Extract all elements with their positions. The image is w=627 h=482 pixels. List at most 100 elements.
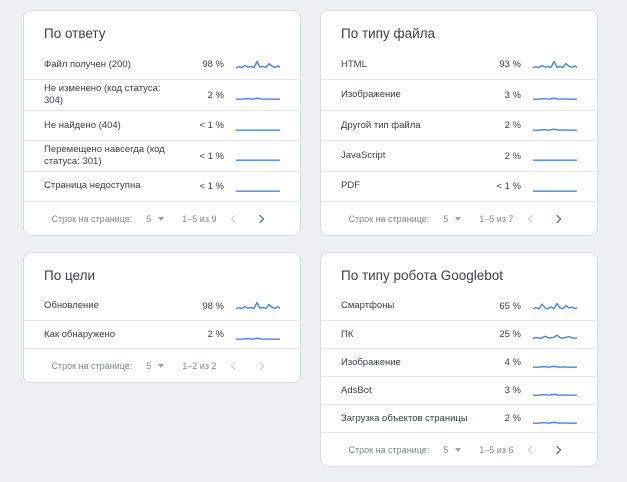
prev-page-button (222, 355, 244, 377)
row-label: Перемещено навсегда (код статуса: 301) (44, 143, 165, 168)
row-value: < 1 % (199, 120, 224, 132)
row-label: Обновление (44, 300, 99, 312)
pagination: Строк на странице: 5 1–2 из 2 (24, 348, 300, 382)
row-value: < 1 % (199, 181, 224, 193)
next-page-button (250, 355, 272, 377)
rows-per-page-label: Строк на странице: (348, 444, 430, 455)
rows-per-page-select[interactable]: 5 (146, 213, 165, 224)
sparkline (236, 88, 280, 102)
table-row[interactable]: Файл получен (200) 98 % (24, 50, 300, 79)
row-label: Файл получен (200) (44, 58, 131, 70)
row-label: Как обнаружено (44, 328, 116, 340)
table-row[interactable]: Изображение 3 % (321, 79, 597, 109)
pagination-range: 1–2 из 2 (182, 360, 217, 371)
row-value: 2 % (207, 329, 224, 341)
row-value: 2 % (504, 120, 521, 132)
table-row[interactable]: Обновление 98 % (24, 292, 300, 320)
row-label: ПК (341, 328, 354, 340)
chevron-right-icon (552, 214, 562, 224)
table-row[interactable]: JavaScript 2 % (321, 140, 597, 170)
rows: Обновление 98 % Как обнаружено 2 % (24, 292, 300, 348)
chevron-right-icon (255, 361, 265, 371)
table-row[interactable]: Другой тип файла 2 % (321, 109, 597, 140)
table-row[interactable]: Перемещено навсегда (код статуса: 301) <… (24, 140, 300, 170)
card-title: По ответу (44, 26, 106, 41)
chevron-left-icon (230, 361, 240, 371)
table-row[interactable]: Изображение 4 % (321, 348, 597, 376)
next-page-button[interactable] (250, 208, 272, 230)
chevron-left-icon (527, 214, 537, 224)
dropdown-caret-icon (455, 447, 462, 452)
row-label: Не найдено (404) (44, 119, 121, 131)
sparkline (236, 119, 280, 133)
row-value: 25 % (499, 329, 521, 341)
cards-grid: По ответу Файл получен (200) 98 % Не изм… (23, 10, 598, 468)
row-value: 65 % (499, 300, 521, 312)
dropdown-caret-icon (158, 363, 165, 368)
card-by-purpose: По цели Обновление 98 % Как обнаружено 2… (23, 252, 301, 384)
table-row[interactable]: PDF < 1 % (321, 170, 597, 201)
card-title: По типу файла (341, 26, 436, 41)
table-row[interactable]: HTML 93 % (321, 50, 597, 79)
next-page-button[interactable] (547, 208, 569, 230)
row-label: Страница недоступна (44, 180, 141, 192)
row-value: 93 % (499, 59, 521, 71)
dropdown-caret-icon (455, 216, 462, 221)
table-row[interactable]: ПК 25 % (321, 320, 597, 348)
rows-per-page-label: Строк на странице: (51, 213, 133, 224)
row-label: Другой тип файла (341, 119, 421, 131)
sparkline (236, 58, 280, 72)
rows-per-page-value: 5 (443, 213, 449, 224)
prev-page-button (222, 208, 244, 230)
pagination: Строк на странице: 5 1–5 из 6 (321, 432, 597, 466)
chevron-left-icon (527, 445, 537, 455)
sparkline (236, 299, 280, 313)
sparkline (236, 180, 280, 194)
row-value: 98 % (202, 300, 224, 312)
row-label: AdsBot (341, 384, 372, 396)
rows-per-page-select[interactable]: 5 (146, 361, 165, 371)
row-label: Изображение (341, 356, 401, 368)
pagination-range: 1–5 из 7 (479, 213, 514, 224)
rows-per-page-value: 5 (146, 213, 152, 224)
table-row[interactable]: Не изменено (код статуса: 304) 2 % (24, 79, 300, 109)
prev-page-button (519, 208, 541, 230)
row-label: Загрузка объектов страницы (341, 412, 468, 424)
row-value: 2 % (504, 413, 521, 425)
card-by-googlebot-type: По типу робота Googlebot Смартфоны 65 % … (320, 252, 598, 468)
prev-page-button (519, 439, 541, 461)
pagination-range: 1–5 из 9 (182, 213, 217, 224)
rows-per-page-select[interactable]: 5 (443, 445, 462, 455)
row-value: 3 % (504, 89, 521, 101)
row-label: Не изменено (код статуса: 304) (44, 82, 161, 107)
row-value: < 1 % (199, 150, 224, 162)
row-value: 2 % (207, 89, 224, 101)
sparkline (533, 149, 577, 163)
sparkline (533, 328, 577, 342)
sparkline (533, 356, 577, 370)
row-label: JavaScript (341, 149, 386, 161)
table-row[interactable]: Загрузка объектов страницы 2 % (321, 404, 597, 432)
sparkline (533, 299, 577, 313)
row-label: HTML (341, 58, 367, 70)
table-row[interactable]: Смартфоны 65 % (321, 292, 597, 320)
next-page-button[interactable] (547, 439, 569, 461)
card-title: По цели (44, 268, 96, 284)
sparkline (533, 88, 577, 102)
table-row[interactable]: AdsBot 3 % (321, 376, 597, 404)
sparkline (533, 180, 577, 194)
card-title: По типу робота Googlebot (341, 268, 504, 284)
rows-per-page-label: Строк на странице: (348, 213, 430, 224)
row-value: 3 % (504, 385, 521, 397)
sparkline (533, 119, 577, 133)
rows-per-page-select[interactable]: 5 (443, 213, 462, 224)
table-row[interactable]: Страница недоступна < 1 % (24, 170, 300, 201)
row-label: Изображение (341, 89, 401, 101)
table-row[interactable]: Не найдено (404) < 1 % (24, 109, 300, 140)
rows: Файл получен (200) 98 % Не изменено (код… (24, 50, 300, 201)
sparkline (533, 412, 577, 426)
row-value: 2 % (504, 150, 521, 162)
table-row[interactable]: Как обнаружено 2 % (24, 320, 300, 348)
card-by-file-type: По типу файла HTML 93 % Изображение 3 % … (320, 10, 598, 237)
row-value: < 1 % (496, 181, 521, 193)
